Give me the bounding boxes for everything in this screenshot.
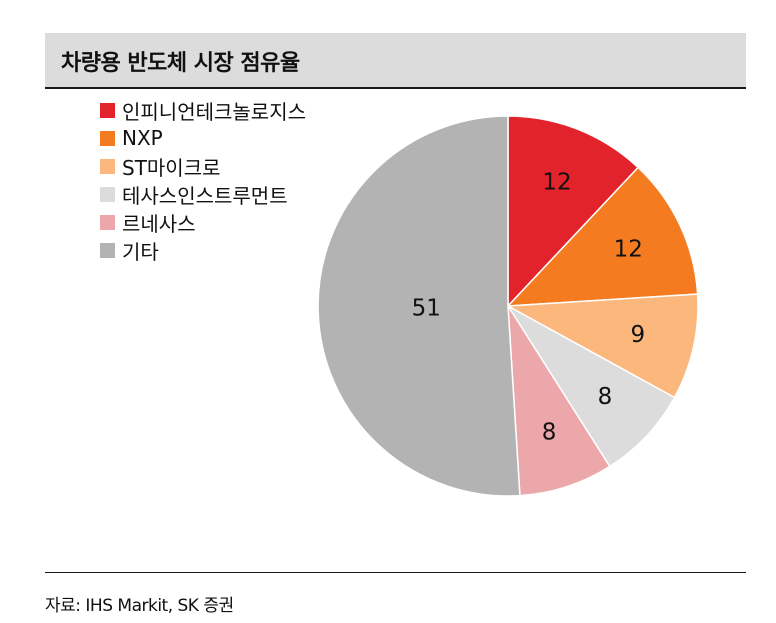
pie-slices xyxy=(317,115,699,497)
legend-label: 테사스인스트루먼트 xyxy=(122,183,288,208)
legend-item: ST마이크로 xyxy=(100,152,306,180)
pie-slice xyxy=(317,115,521,497)
pie-slice xyxy=(507,305,676,468)
slice-value-label: 12 xyxy=(614,236,643,262)
legend-swatch xyxy=(100,214,115,230)
legend-label: 르네사스 xyxy=(122,211,196,236)
slice-value-label: 12 xyxy=(542,169,571,195)
slice-value-label: 8 xyxy=(598,384,613,410)
pie-slice xyxy=(506,166,699,307)
slice-value-label: 8 xyxy=(542,420,557,446)
legend-label: 기타 xyxy=(122,239,159,264)
legend-item: 테사스인스트루먼트 xyxy=(100,180,306,208)
chart-title: 차량용 반도체 시장 점유율 xyxy=(61,51,300,76)
slice-value-label: 9 xyxy=(630,322,645,348)
pie-slice xyxy=(507,115,640,308)
legend-swatch xyxy=(100,102,115,118)
legend-item: NXP xyxy=(100,124,306,152)
legend-item: 기타 xyxy=(100,236,306,264)
legend-label: NXP xyxy=(122,126,163,150)
legend-swatch xyxy=(100,130,115,146)
source-note: 자료: IHS Markit, SK 증권 xyxy=(45,596,234,616)
legend-swatch xyxy=(100,158,115,174)
legend-label: ST마이크로 xyxy=(122,155,221,180)
pie-slice xyxy=(507,305,611,497)
slice-value-label: 51 xyxy=(412,296,441,322)
pie-data-labels: 12 12 9 8 8 51 xyxy=(412,169,645,445)
bottom-divider xyxy=(45,572,746,573)
chart-title-bar: 차량용 반도체 시장 점유율 xyxy=(45,33,746,89)
legend-swatch xyxy=(100,242,115,258)
legend-swatch xyxy=(100,186,115,202)
pie-slice xyxy=(505,293,699,399)
legend-item: 르네사스 xyxy=(100,208,306,236)
legend-item: 인피니언테크놀로지스 xyxy=(100,96,306,124)
legend-label: 인피니언테크놀로지스 xyxy=(122,99,306,124)
